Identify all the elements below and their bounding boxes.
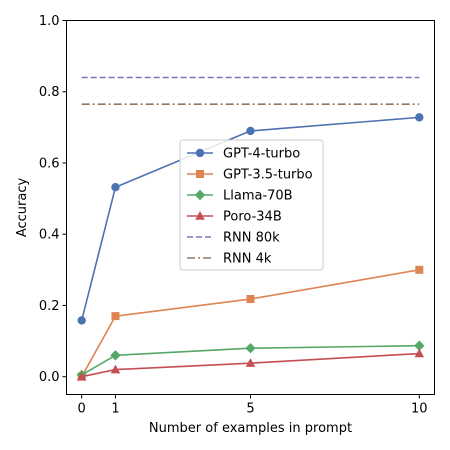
x-tick-label: 1 [111,402,119,417]
legend-marker [194,189,206,201]
legend-label: RNN 80k [223,231,280,246]
data-point-gpt-3-5-turbo [415,265,424,274]
legend-label: Llama-70B [223,189,293,204]
x-tick-label: 5 [246,402,254,417]
y-tick-label: 0.4 [39,228,60,243]
y-tick-label: 0.0 [39,370,60,385]
legend: GPT-4-turbo GPT-3.5-turbo Llama-70B Poro-34… [179,139,324,271]
legend-box [179,139,324,271]
legend-entries: GPT-4-turbo GPT-3.5-turbo Llama-70B Poro-34… [187,147,313,267]
legend-marker [195,211,205,220]
x-tick-label: 10 [411,402,428,417]
legend-label: RNN 4k [223,252,272,267]
series-line-llama-70b [81,344,420,376]
legend-label: GPT-4-turbo [223,147,300,162]
data-point-poro-34b [76,371,87,381]
plot-area: 0 1 5 10 0.0 0.2 0.4 0.6 0.8 1.0 [39,14,435,417]
series-line-gpt-3-5-turbo [80,269,420,378]
x-axis-label: Number of examples in prompt [149,421,352,436]
legend-label: GPT-3.5-turbo [223,168,313,183]
y-tick-label: 1.0 [39,14,60,29]
x-tick-label: 0 [78,402,86,417]
legend-marker [196,170,204,178]
data-point-llama-70b [414,340,425,351]
data-point-gpt-3-5-turbo [111,312,120,321]
legend-label: Poro-34B [223,210,282,225]
data-point-poro-34b [414,348,425,358]
data-point-llama-70b [110,350,121,361]
series-poro-34b [76,348,425,381]
y-axis-label: Accuracy [15,178,30,238]
legend-entry-gpt-3-5-turbo: GPT-3.5-turbo [187,168,313,183]
data-point-gpt-4-turbo [415,113,424,122]
y-axis-ticks: 0.0 0.2 0.4 0.6 0.8 1.0 [39,14,67,385]
legend-entry-gpt-4-turbo: GPT-4-turbo [187,147,300,162]
data-point-poro-34b [245,358,256,367]
legend-entry-rnn-80k: RNN 80k [187,231,280,246]
x-axis-ticks: 0 1 5 10 [78,394,428,417]
legend-entry-poro-34b: Poro-34B [187,210,282,225]
data-point-gpt-3-5-turbo [246,295,255,304]
series-layer [76,76,425,381]
y-tick-label: 0.8 [39,85,60,100]
legend-entry-rnn-4k: RNN 4k [187,252,272,267]
data-point-poro-34b [110,364,121,374]
legend-entry-llama-70b: Llama-70B [187,189,293,204]
data-point-gpt-4-turbo [77,316,86,325]
data-point-gpt-4-turbo [246,126,255,136]
y-tick-label: 0.6 [39,156,60,171]
series-line-poro-34b [81,352,420,378]
y-tick-label: 0.2 [39,299,60,314]
legend-marker [195,148,205,158]
data-point-llama-70b [245,342,256,354]
data-point-gpt-4-turbo [111,182,120,192]
